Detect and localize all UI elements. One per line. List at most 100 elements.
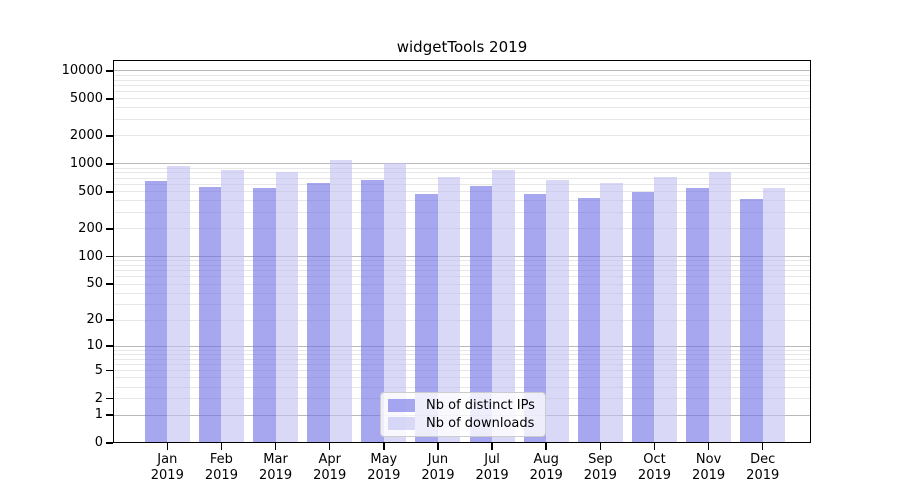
bar-distinct-ips-may (361, 180, 384, 443)
gridline-7000 (113, 84, 811, 86)
x-tick-mar (274, 443, 277, 450)
gridline-70 (113, 270, 811, 272)
gridline-40 (113, 292, 811, 294)
x-tick-oct (653, 443, 656, 450)
bar-downloads-mar (275, 171, 299, 443)
bar-distinct-ips-sep (577, 197, 601, 443)
gridline-30 (113, 303, 811, 305)
gridline-6000 (113, 91, 811, 93)
bar-distinct-ips-jan (144, 181, 168, 443)
x-tick-sep (599, 443, 602, 450)
y-tick-label-100: 100 (78, 248, 103, 264)
x-tick-label-sep: Sep 2019 (583, 452, 617, 483)
bar-downloads-oct (654, 176, 677, 443)
bar-distinct-ips-feb (198, 186, 222, 443)
x-tick-jan (166, 443, 169, 450)
y-tick-10000 (106, 70, 113, 72)
x-tick-label-mar: Mar 2019 (259, 452, 293, 483)
y-tick-5000 (106, 98, 113, 100)
bar-downloads-aug (546, 179, 569, 443)
gridline-10 (113, 345, 811, 347)
x-tick-aug (545, 443, 547, 450)
gridline-9 (113, 349, 811, 351)
y-tick-1000 (106, 163, 113, 165)
gridline-60 (113, 276, 811, 278)
x-tick-dec (761, 443, 764, 450)
x-tick-label-may: May 2019 (367, 452, 401, 483)
gridline-8000 (113, 79, 811, 81)
gridline-700 (113, 177, 811, 179)
bar-distinct-ips-jul (469, 185, 493, 443)
gridline-9000 (113, 74, 811, 76)
bar-downloads-sep (600, 183, 623, 443)
bar-distinct-ips-mar (253, 187, 276, 443)
legend-swatch-distinct-ips-icon (388, 399, 415, 413)
x-tick-label-nov: Nov 2019 (692, 452, 726, 483)
legend-label-downloads: Nb of downloads (426, 415, 535, 431)
gridline-5 (113, 370, 811, 372)
gridline-10000 (113, 70, 811, 72)
legend-swatch-downloads-icon (388, 416, 415, 430)
x-tick-nov (707, 443, 710, 450)
y-tick-5 (106, 369, 113, 372)
gridline-2000 (113, 135, 811, 137)
gridline-3000 (113, 119, 811, 121)
x-tick-jul (491, 443, 493, 450)
gridline-20 (113, 319, 811, 321)
y-tick-label-200: 200 (78, 220, 103, 236)
bar-downloads-jul (492, 170, 515, 443)
chart-title: widgetTools 2019 (396, 38, 528, 56)
y-tick-10 (106, 345, 113, 347)
y-tick-label-10000: 10000 (61, 62, 103, 78)
x-tick-label-oct: Oct 2019 (637, 452, 672, 483)
y-tick-label-500: 500 (78, 183, 103, 199)
y-tick-2 (106, 397, 113, 400)
gridline-4 (113, 377, 811, 379)
gridline-1000 (113, 163, 811, 165)
gridline-900 (113, 167, 811, 169)
y-tick-label-1000: 1000 (69, 155, 103, 171)
gridline-400 (113, 200, 811, 202)
legend-item-downloads: Nb of downloads (388, 416, 538, 431)
bar-downloads-may (383, 163, 407, 443)
gridline-4000 (113, 107, 811, 109)
x-tick-apr (328, 443, 331, 450)
y-tick-100 (106, 255, 113, 258)
gridline-90 (113, 260, 811, 262)
x-tick-label-apr: Apr 2019 (313, 452, 347, 483)
bar-distinct-ips-aug (523, 193, 547, 443)
bar-downloads-jan (167, 166, 190, 443)
gridline-5000 (113, 98, 811, 100)
y-tick-label-2: 2 (94, 390, 103, 406)
bar-distinct-ips-jun (415, 193, 438, 443)
gridline-500 (113, 191, 811, 193)
gridline-7 (113, 358, 811, 360)
y-tick-2000 (106, 135, 113, 137)
x-tick-label-jan: Jan 2019 (150, 452, 184, 483)
x-tick-feb (220, 443, 223, 450)
bar-distinct-ips-oct (631, 191, 655, 443)
y-tick-label-20: 20 (86, 312, 103, 328)
gridline-50 (113, 283, 811, 285)
bar-distinct-ips-apr (307, 183, 330, 443)
y-tick-label-5000: 5000 (69, 90, 103, 106)
y-tick-1 (106, 414, 113, 416)
y-tick-label-10: 10 (86, 338, 103, 354)
y-tick-label-50: 50 (86, 276, 103, 292)
x-tick-label-feb: Feb 2019 (204, 452, 238, 483)
y-tick-label-1: 1 (94, 407, 103, 422)
bar-distinct-ips-dec (740, 199, 763, 443)
gridline-100 (113, 256, 811, 258)
legend-item-distinct-ips: Nb of distinct IPs (388, 398, 538, 413)
gridline-6 (113, 363, 811, 365)
gridline-80 (113, 265, 811, 266)
x-tick-label-aug: Aug 2019 (529, 452, 563, 483)
gridline-600 (113, 184, 811, 186)
y-tick-50 (106, 283, 113, 285)
gridline-8 (113, 353, 811, 355)
bar-downloads-feb (221, 169, 244, 443)
gridline-200 (113, 228, 811, 230)
x-tick-label-jul: Jul 2019 (475, 452, 509, 483)
x-tick-label-dec: Dec 2019 (746, 452, 780, 483)
